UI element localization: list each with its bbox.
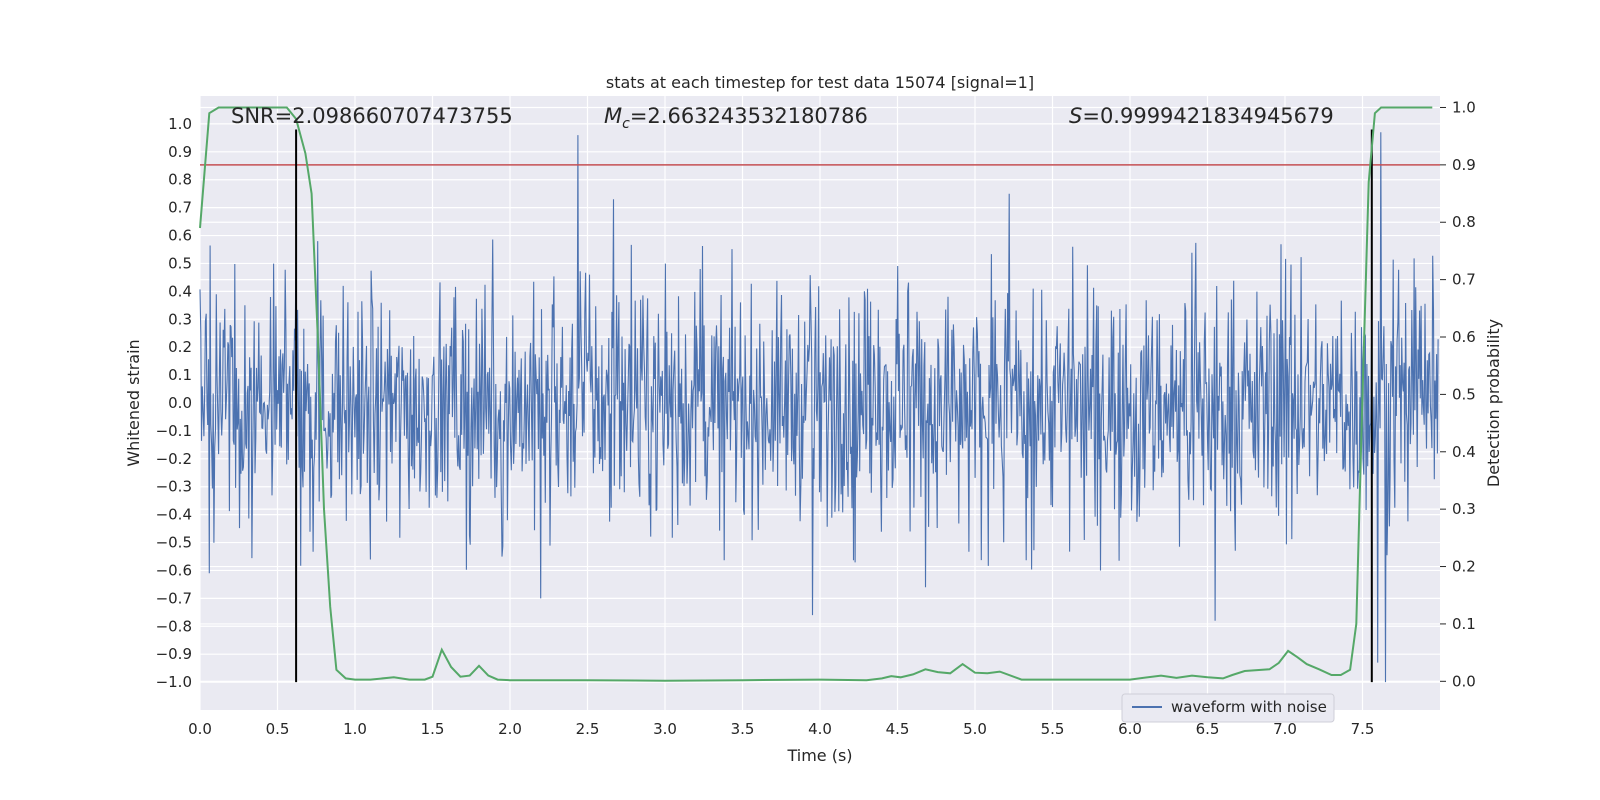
y2-tick-label: 0.2 <box>1452 558 1476 576</box>
chirp-mass-value: =2.663243532180786 <box>630 104 868 128</box>
x-tick-label: 5.0 <box>963 720 987 738</box>
y-tick-label: −1.0 <box>156 673 192 691</box>
x-tick-label: 2.5 <box>576 720 600 738</box>
x-tick-label: 1.0 <box>343 720 367 738</box>
y-tick-label: −0.6 <box>156 561 192 579</box>
y-axis-label: Whitened strain <box>124 339 143 466</box>
y-tick-label: 0.3 <box>168 310 192 328</box>
x-tick-label: 4.0 <box>808 720 832 738</box>
detection-probability-line <box>199 106 1433 682</box>
score-value: =0.9999421834945679 <box>1082 104 1333 128</box>
x-tick-label: 4.5 <box>886 720 910 738</box>
x-tick-label: 0.0 <box>188 720 212 738</box>
y-tick-label: −0.1 <box>156 422 192 440</box>
y-tick-label: 0.8 <box>168 171 192 189</box>
chirp-mass-symbol: M <box>604 104 622 128</box>
tick-labels: 0.0 0.5 1.0 1.5 2.0 2.5 3.0 3.5 4.0 4.5 5.0 5.5 6.0 6… <box>156 98 1476 738</box>
x-tick-label: 7.0 <box>1273 720 1297 738</box>
x-tick-label: 5.5 <box>1041 720 1065 738</box>
legend: waveform with noise <box>1121 693 1335 723</box>
y-tick-label: −0.2 <box>156 450 192 468</box>
y2-tick-label: 0.8 <box>1452 213 1476 231</box>
y-tick-label: 1.0 <box>168 115 192 133</box>
y2-tick-label: 0.6 <box>1452 328 1476 346</box>
x-tick-label: 1.5 <box>421 720 445 738</box>
y2-tick-label: 0.1 <box>1452 615 1476 633</box>
y-tick-label: 0.9 <box>168 143 192 161</box>
x-tick-label: 7.5 <box>1351 720 1375 738</box>
legend-box <box>1121 693 1335 723</box>
chirp-mass-annotation: Mc=2.663243532180786 <box>604 104 868 132</box>
y2-tick-label: 1.0 <box>1452 98 1476 116</box>
legend-label: waveform with noise <box>1171 698 1327 716</box>
y2-axis-label: Detection probability <box>1484 319 1503 487</box>
waveform-series <box>199 132 1439 683</box>
y-tick-label: 0.2 <box>168 338 192 356</box>
y-tick-label: 0.5 <box>168 254 192 272</box>
y2-tick-label: 0.9 <box>1452 156 1476 174</box>
x-tick-label: 6.5 <box>1196 720 1220 738</box>
x-tick-label: 0.5 <box>266 720 290 738</box>
y-tick-label: −0.4 <box>156 506 192 524</box>
chart-title: stats at each timestep for test data 150… <box>606 73 1034 92</box>
y-tick-label: 0.0 <box>168 394 192 412</box>
y2-tick-label: 0.5 <box>1452 385 1476 403</box>
vertical-markers <box>295 129 1373 683</box>
score-annotation: S=0.9999421834945679 <box>1069 104 1334 128</box>
y-tick-label: 0.4 <box>168 282 192 300</box>
x-axis-label: Time (s) <box>786 746 852 765</box>
chirp-mass-subscript: c <box>622 116 630 132</box>
y-tick-label: −0.7 <box>156 589 192 607</box>
y2-tick-label: 0.3 <box>1452 500 1476 518</box>
snr-annotation: SNR=2.098660707473755 <box>231 104 513 128</box>
y-tick-label: 0.1 <box>168 366 192 384</box>
y-tick-label: 0.6 <box>168 227 192 245</box>
x-tick-label: 3.0 <box>653 720 677 738</box>
y2-tick-label: 0.4 <box>1452 443 1476 461</box>
y-tick-label: −0.9 <box>156 645 192 663</box>
y-tick-label: 0.7 <box>168 199 192 217</box>
y2-tick-label: 0.7 <box>1452 271 1476 289</box>
y-tick-label: −0.5 <box>156 534 192 552</box>
x-tick-label: 2.0 <box>498 720 522 738</box>
y-tick-label: −0.8 <box>156 617 192 635</box>
score-symbol: S <box>1069 104 1082 128</box>
y-tick-label: −0.3 <box>156 478 192 496</box>
waveform-line <box>199 132 1439 683</box>
x-tick-label: 3.5 <box>731 720 755 738</box>
probability-layer <box>199 106 1433 682</box>
y2-tick-label: 0.0 <box>1452 672 1476 690</box>
x-tick-label: 6.0 <box>1118 720 1142 738</box>
